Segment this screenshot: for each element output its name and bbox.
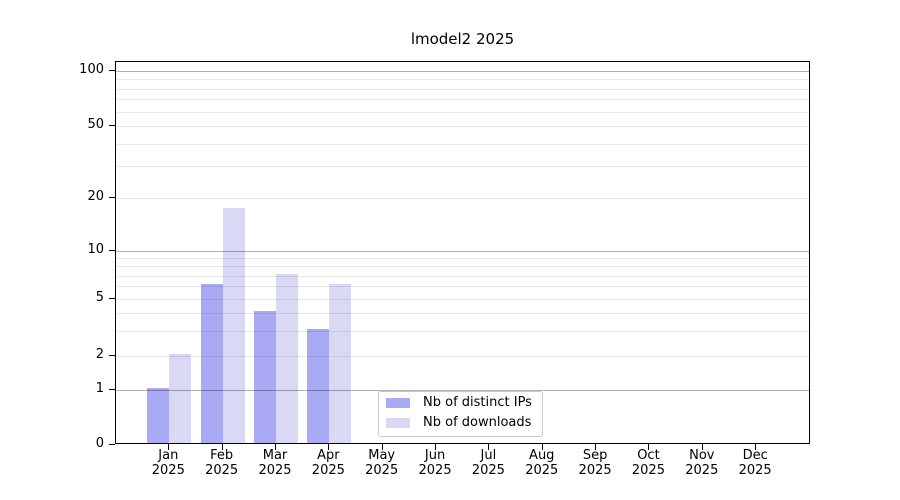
legend: Nb of distinct IPs Nb of downloads: [378, 391, 543, 437]
y-tick-label: 2: [95, 347, 104, 362]
y-tick-label: 1: [95, 381, 104, 396]
chart-title: lmodel2 2025: [410, 30, 515, 48]
legend-swatch-distinct-ips: [386, 398, 410, 408]
legend-label-downloads: Nb of downloads: [423, 415, 532, 430]
y-tick-mark: [109, 197, 115, 198]
y-tick-label: 50: [87, 117, 104, 132]
x-tick-label-jun: Jun 2025: [418, 448, 452, 478]
y-tick-mark: [109, 70, 115, 71]
y-tick-mark: [109, 355, 115, 356]
x-tick-label-nov: Nov 2025: [685, 448, 719, 478]
legend-row-downloads: Nb of downloads: [379, 412, 542, 432]
bars-layer: [116, 62, 809, 443]
y-tick-label: 100: [79, 62, 104, 77]
y-tick-label: 10: [87, 242, 104, 257]
bar-downloads-mar: [276, 273, 298, 443]
x-tick-label-mar: Mar 2025: [258, 448, 292, 478]
plot-area: [115, 61, 810, 444]
x-tick-label-sep: Sep 2025: [578, 448, 612, 478]
bar-distinct-ips-apr: [307, 328, 330, 443]
y-tick-label: 0: [95, 436, 104, 451]
y-tick-mark: [109, 298, 115, 299]
x-tick-mark: [595, 444, 597, 450]
y-tick-mark: [109, 389, 115, 390]
x-tick-label-aug: Aug 2025: [525, 448, 559, 478]
x-tick-label-jan: Jan 2025: [151, 448, 185, 478]
x-tick-label-apr: Apr 2025: [311, 448, 345, 478]
bar-distinct-ips-jan: [147, 388, 170, 443]
bar-distinct-ips-feb: [200, 284, 223, 443]
x-tick-mark: [488, 444, 490, 450]
x-tick-label-may: May 2025: [365, 448, 399, 478]
x-tick-mark: [435, 444, 437, 450]
x-tick-label-feb: Feb 2025: [205, 448, 239, 478]
bar-downloads-feb: [222, 208, 245, 443]
y-tick-mark: [109, 444, 115, 445]
x-tick-mark: [648, 444, 650, 450]
x-tick-label-oct: Oct 2025: [631, 448, 665, 478]
legend-label-distinct-ips: Nb of distinct IPs: [423, 395, 532, 410]
y-tick-mark: [109, 125, 115, 126]
x-tick-mark: [541, 444, 543, 450]
x-tick-mark: [275, 444, 276, 450]
y-tick-label: 5: [95, 290, 104, 305]
x-tick-mark: [755, 444, 757, 450]
legend-row-distinct-ips: Nb of distinct IPs: [379, 392, 542, 412]
x-tick-label-dec: Dec 2025: [738, 448, 772, 478]
bar-distinct-ips-mar: [254, 310, 276, 443]
x-tick-label-jul: Jul 2025: [471, 448, 505, 478]
x-tick-mark: [701, 444, 703, 450]
legend-swatch-downloads: [386, 418, 410, 428]
y-tick-label: 20: [87, 189, 104, 204]
x-tick-mark: [221, 444, 223, 450]
y-tick-mark: [109, 250, 115, 251]
bar-downloads-jan: [169, 354, 192, 443]
x-tick-mark: [328, 444, 330, 450]
bar-downloads-apr: [329, 284, 352, 443]
x-tick-mark: [168, 444, 170, 450]
x-tick-mark: [381, 444, 383, 450]
